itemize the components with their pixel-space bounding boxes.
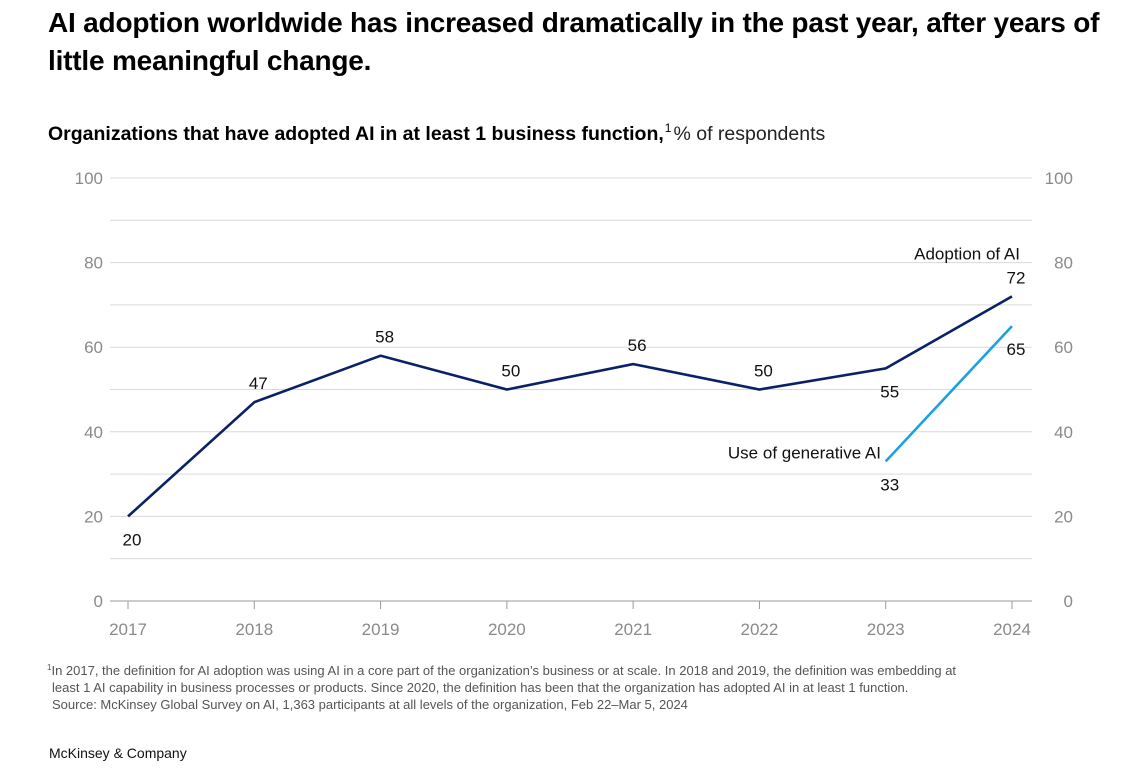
- generative-ai-line: [884, 325, 1013, 463]
- data-label: 65: [1007, 340, 1026, 359]
- y-tick-label-left: 60: [84, 338, 103, 357]
- footnote-1-line-1: In 2017, the definition for AI adoption …: [51, 663, 957, 678]
- y-tick-label-left: 40: [84, 423, 103, 442]
- footnote-1-marker: 1: [47, 663, 52, 672]
- data-label: 56: [628, 336, 647, 355]
- footnote-marker: 1: [664, 121, 672, 135]
- source-note: Source: McKinsey Global Survey on AI, 1,…: [52, 697, 688, 712]
- brand-name: McKinsey & Company: [49, 745, 187, 761]
- x-tick-label: 2023: [867, 620, 905, 639]
- data-label: 50: [754, 362, 773, 381]
- data-label: 72: [1007, 268, 1026, 287]
- unit-label: % of respondents: [673, 123, 826, 145]
- chart-title: Organizations that have adopted AI in at…: [48, 123, 664, 145]
- data-label: 50: [501, 362, 520, 381]
- y-tick-label-right: 20: [1054, 507, 1073, 526]
- x-tick-label: 2018: [235, 620, 273, 639]
- data-label: 58: [375, 328, 394, 347]
- data-label: 47: [249, 374, 268, 393]
- x-tick-label: 2021: [614, 620, 652, 639]
- footnotes: 1In 2017, the definition for AI adoption…: [47, 659, 1107, 713]
- data-label: 55: [880, 382, 899, 401]
- x-tick-label: 2022: [741, 620, 779, 639]
- x-tick-label: 2024: [993, 620, 1031, 639]
- x-tick-label: 2020: [488, 620, 526, 639]
- y-tick-label-left: 80: [84, 254, 103, 273]
- y-tick-label-right: 0: [1064, 592, 1073, 611]
- chart-headline: AI adoption worldwide has increased dram…: [48, 7, 1100, 76]
- data-label: 33: [880, 475, 899, 494]
- y-tick-label-right: 80: [1054, 254, 1073, 273]
- y-tick-label-left: 0: [94, 592, 103, 611]
- y-tick-label-left: 100: [75, 169, 103, 188]
- footnote-1-continued: least 1 AI capability in business proces…: [52, 680, 909, 695]
- adoption-line: [127, 295, 1013, 518]
- gridlines: [110, 177, 1032, 602]
- data-label: 20: [123, 530, 142, 549]
- x-tick-label: 2017: [109, 620, 147, 639]
- series-label-adoption: Adoption of AI: [914, 244, 1020, 263]
- y-tick-label-right: 40: [1054, 423, 1073, 442]
- footnote-1: 1In 2017, the definition for AI adoption…: [47, 659, 1107, 679]
- x-axis: 2017 2018 2019 2020 2021 2022 2023 2024: [109, 601, 1031, 639]
- y-axis-right: 0 20 40 60 80 100: [1045, 169, 1073, 611]
- y-tick-label-left: 20: [84, 507, 103, 526]
- y-tick-label-right: 60: [1054, 338, 1073, 357]
- series-group: [127, 295, 1013, 518]
- x-tick-label: 2019: [362, 620, 400, 639]
- y-tick-label-right: 100: [1045, 169, 1073, 188]
- series-label-generative-ai: Use of generative AI: [728, 443, 881, 462]
- data-labels: 20 47 58 50 56 50 55 72 33 65 Adoption of AI Use of…: [123, 244, 1026, 549]
- chart-subtitle: Organizations that have adopted AI in at…: [48, 115, 825, 147]
- y-axis-left: 0 20 40 60 80 100: [75, 169, 103, 611]
